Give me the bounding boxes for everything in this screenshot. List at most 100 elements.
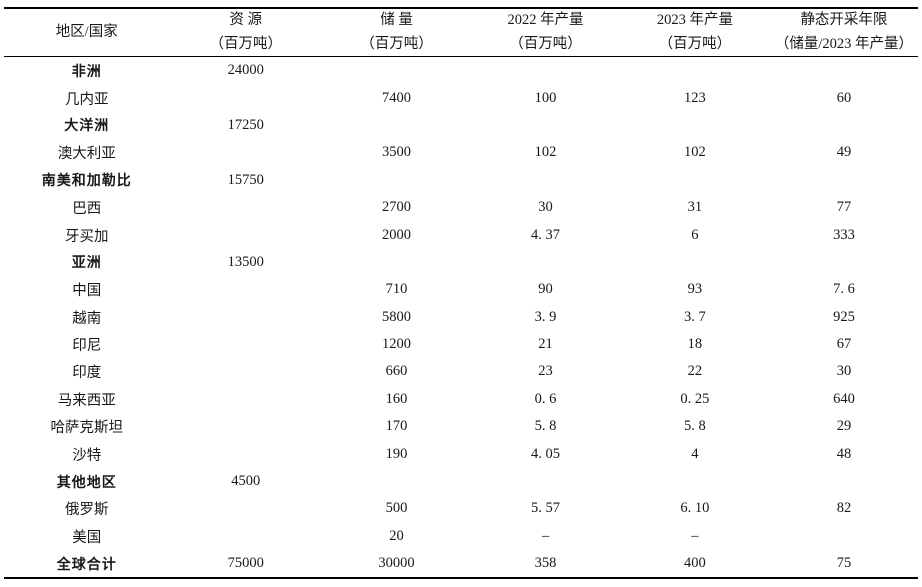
area-name-cell: 几内亚: [64, 91, 109, 108]
prod-2023-cell: [620, 57, 770, 85]
area-name-cell: 哈萨克斯坦: [50, 420, 123, 437]
mine-life-cell: 49: [836, 144, 852, 161]
area-name-cell: 大洋洲: [64, 118, 110, 135]
country-row: 哈萨克斯坦 170 5. 8 5. 8 29: [4, 413, 918, 440]
country-row: 马来西亚 160 0. 6 0. 25 640: [4, 386, 918, 413]
resource-cell: 24000: [227, 62, 264, 79]
area-name-cell: 巴西: [72, 201, 102, 218]
header-line2-unit: （储量/2023 年产量）: [774, 35, 914, 52]
header-resource: 资 源 （百万吨）: [169, 8, 323, 57]
prod-2022-cell: [471, 249, 620, 276]
resource-cell: 17250: [227, 116, 264, 133]
header-line1: 储 量: [380, 12, 413, 29]
prod-2023-cell: 93: [687, 281, 703, 298]
mine-life-cell: [770, 249, 918, 276]
mine-life-cell: 60: [836, 89, 852, 106]
mine-life-cell: [770, 112, 918, 139]
header-line1: 2022 年产量: [507, 12, 584, 29]
prod-2023-cell: 6. 10: [680, 500, 710, 517]
reserve-cell: 5800: [382, 308, 412, 325]
total-row: 全球合计 75000 30000 358 400 75: [4, 550, 918, 578]
region-row: 南美和加勒比 15750: [4, 167, 918, 194]
prod-2022-cell: [471, 112, 620, 139]
reserve-cell: [322, 468, 471, 495]
area-name-cell: 印尼: [72, 338, 102, 355]
area-name-cell: 澳大利亚: [57, 146, 116, 163]
resource-cell: [169, 413, 322, 440]
reserve-cell: 660: [385, 363, 408, 380]
country-row: 澳大利亚 3500 102 102 49: [4, 139, 918, 166]
resource-cell: 4500: [231, 473, 261, 490]
mine-life-cell: 640: [833, 390, 855, 407]
prod-2023-cell: [620, 167, 770, 194]
reserve-cell: 30000: [378, 555, 415, 572]
prod-2022-cell: 5. 8: [534, 418, 557, 435]
header-line2-unit: （百万吨）: [209, 35, 282, 52]
table-body: 非洲 24000 几内亚 7400 100 123 60 大洋洲 17250: [4, 57, 918, 579]
reserve-cell: 2000: [382, 226, 412, 243]
prod-2022-cell: 3. 9: [534, 308, 557, 325]
prod-2023-cell: 6: [691, 226, 699, 243]
reserve-cell: 190: [385, 445, 408, 462]
region-row: 非洲 24000: [4, 57, 918, 85]
resource-cell: [169, 139, 322, 166]
prod-2023-cell: [620, 468, 770, 495]
resource-cell: [169, 440, 322, 467]
prod-2022-cell: 102: [534, 144, 557, 161]
country-row: 几内亚 7400 100 123 60: [4, 84, 918, 111]
reserve-cell: 710: [385, 281, 408, 298]
area-name-cell: 南美和加勒比: [41, 173, 132, 190]
prod-2022-cell: –: [541, 527, 550, 544]
mine-life-cell: 75: [836, 555, 852, 572]
prod-2022-cell: 90: [538, 281, 553, 298]
prod-2023-cell: 22: [687, 363, 703, 380]
resource-cell: [169, 276, 322, 303]
mine-life-cell: [770, 167, 918, 194]
region-row: 大洋洲 17250: [4, 112, 918, 139]
header-line2-unit: （百万吨）: [658, 35, 732, 52]
mine-life-cell: 82: [836, 500, 852, 517]
country-row: 俄罗斯 500 5. 57 6. 10 82: [4, 495, 918, 522]
country-row: 印尼 1200 21 18 67: [4, 331, 918, 358]
prod-2022-cell: [471, 468, 620, 495]
country-row: 美国 20 – –: [4, 523, 918, 550]
prod-2022-cell: 4. 37: [531, 226, 560, 243]
region-row: 其他地区 4500: [4, 468, 918, 495]
mine-life-cell: 7. 6: [833, 281, 855, 298]
header-line1: 2023 年产量: [656, 12, 733, 29]
prod-2023-cell: 4: [691, 445, 699, 462]
mine-life-cell: 67: [836, 336, 852, 353]
resource-cell: [169, 523, 322, 550]
prod-2022-cell: 30: [538, 199, 553, 216]
reserve-cell: 20: [389, 527, 404, 544]
area-name-cell: 全球合计: [56, 556, 117, 573]
resource-cell: [169, 194, 322, 221]
region-row: 亚洲 13500: [4, 249, 918, 276]
country-row: 印度 660 23 22 30: [4, 358, 918, 385]
country-row: 越南 5800 3. 9 3. 7 925: [4, 304, 918, 331]
mine-life-cell: 77: [836, 199, 852, 216]
header-line1: 地区/国家: [55, 23, 118, 40]
mine-life-cell: 30: [836, 363, 852, 380]
prod-2023-cell: 31: [687, 199, 703, 216]
area-name-cell: 沙特: [72, 447, 102, 464]
prod-2023-cell: 5. 8: [684, 418, 706, 435]
prod-2022-cell: [471, 167, 620, 194]
mine-life-cell: 333: [833, 226, 855, 243]
prod-2023-cell: [620, 249, 770, 276]
country-row: 巴西 2700 30 31 77: [4, 194, 918, 221]
country-row: 沙特 190 4. 05 4 48: [4, 440, 918, 467]
prod-2022-cell: 0. 6: [534, 390, 557, 407]
prod-2023-cell: 400: [684, 555, 706, 572]
area-name-cell: 亚洲: [71, 255, 102, 272]
reserve-cell: 7400: [382, 89, 412, 106]
header-static-mining-life: 静态开采年限 （储量/2023 年产量）: [769, 8, 918, 57]
area-name-cell: 其他地区: [56, 474, 117, 491]
mine-life-cell: [770, 523, 918, 550]
area-name-cell: 越南: [72, 310, 102, 327]
resource-cell: [169, 331, 322, 358]
resource-cell: [169, 304, 322, 331]
reserve-cell: [322, 112, 471, 139]
resource-cell: 15750: [227, 171, 264, 188]
